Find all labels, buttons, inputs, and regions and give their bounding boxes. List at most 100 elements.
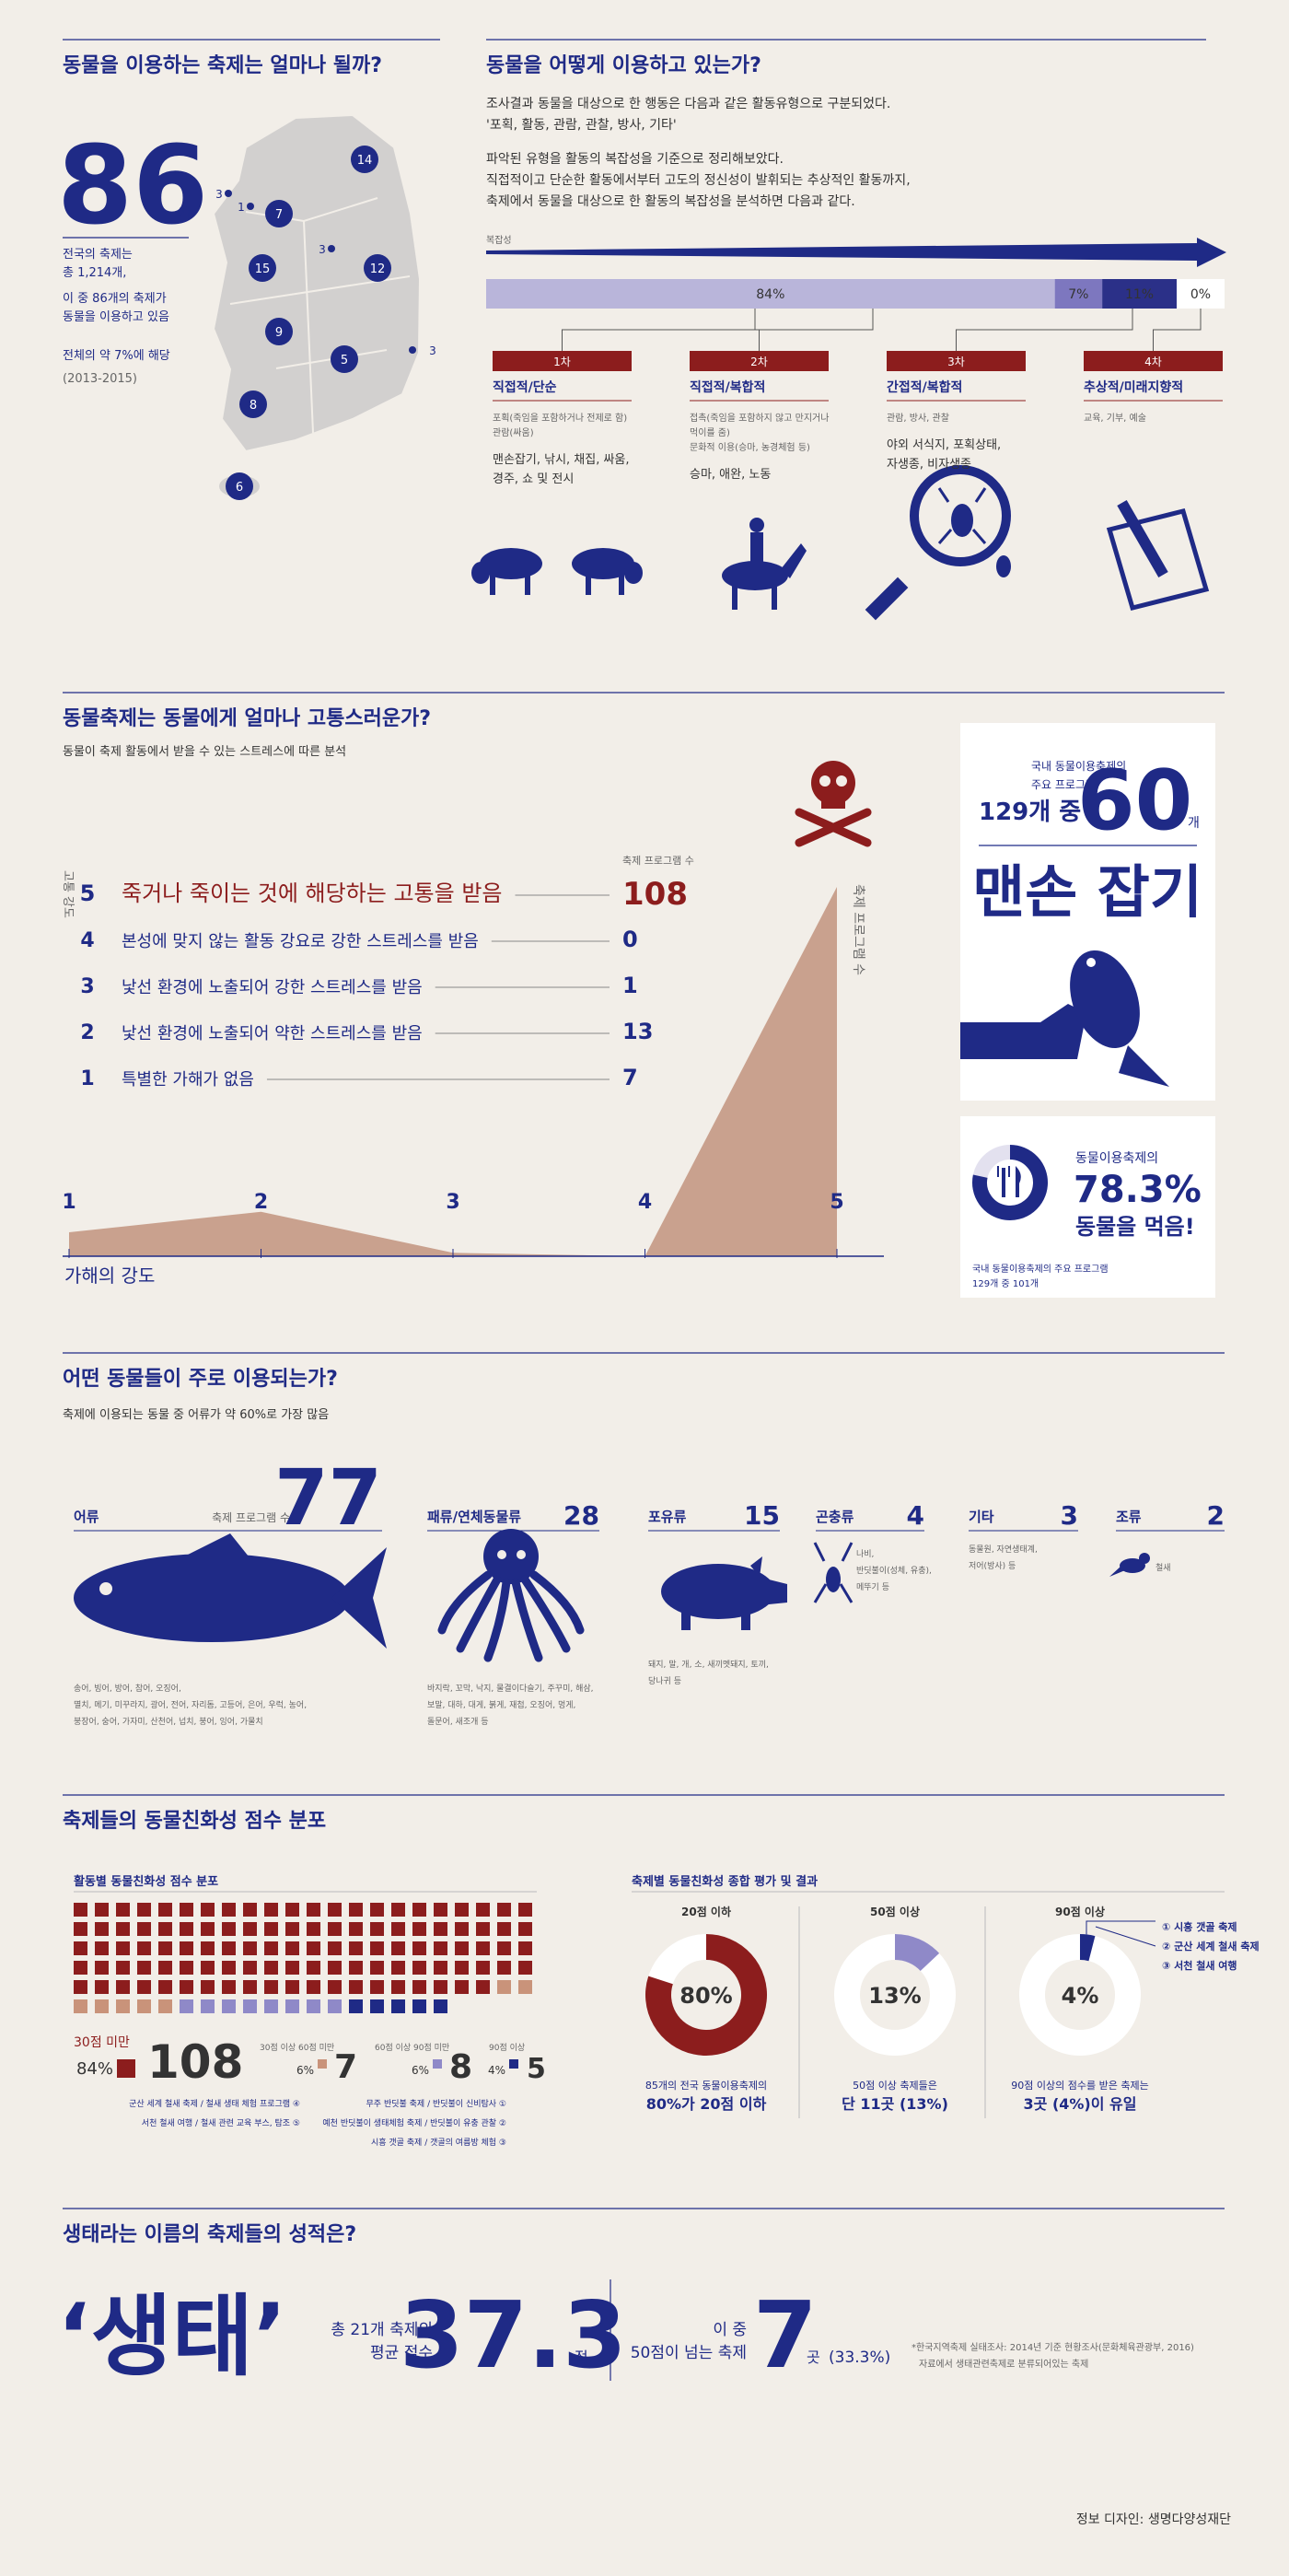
waffle-cell xyxy=(391,1941,405,1955)
waffle-cell xyxy=(497,1961,511,1975)
group-count: 108 xyxy=(147,2035,243,2089)
connector xyxy=(956,309,1133,351)
column-header: 축제 프로그램 수 xyxy=(622,855,694,867)
swatch xyxy=(509,2059,518,2069)
axis-label: 축제 프로그램 수 xyxy=(851,884,865,975)
waffle-cell xyxy=(158,1961,172,1975)
map-marker xyxy=(351,146,378,173)
map-count: 3 xyxy=(215,188,223,201)
leader xyxy=(1086,1920,1156,1947)
group-count: 5 xyxy=(527,2053,546,2085)
big-number: 78.3% xyxy=(1074,1169,1202,1211)
waffle-cell xyxy=(349,1999,363,2013)
donut-label: 90점 이상 xyxy=(1055,1905,1105,1918)
waffle-cell xyxy=(95,1999,109,2013)
map-marker xyxy=(265,200,293,227)
text: 동물을 먹음! xyxy=(1075,1214,1195,1240)
example: 무주 반딧불 축제 / 반딧불이 신비탐사 ① xyxy=(366,2098,506,2109)
text: 국내 동물이용축제의 xyxy=(1031,760,1126,773)
waffle-cell xyxy=(497,1941,511,1955)
level-number: 1 xyxy=(80,1067,94,1090)
subtitle: 축제에 이용되는 동물 중 어류가 약 60%로 가장 많음 xyxy=(63,1408,329,1422)
example: 예천 반딧불이 생태체험 축제 / 반딧불이 유충 관찰 ② xyxy=(322,2118,506,2128)
waffle-cell xyxy=(476,1922,490,1936)
detail: 철새 xyxy=(1155,1563,1171,1573)
waffle-cell xyxy=(116,1922,130,1936)
waffle-cell xyxy=(328,1999,342,2013)
waffle-cell xyxy=(74,1941,87,1955)
group-count: 28 xyxy=(563,1500,599,1531)
rank-box xyxy=(1084,351,1223,371)
text: 이 중 86개의 축제가 xyxy=(63,292,167,306)
waffle-cell xyxy=(243,1903,257,1917)
waffle-cell xyxy=(349,1941,363,1955)
donut-arc xyxy=(645,1934,767,2056)
swatch xyxy=(318,2059,327,2069)
group-count: 2 xyxy=(1207,1500,1225,1531)
text: 총 1,214개, xyxy=(63,266,126,280)
map-dot xyxy=(225,190,232,197)
swatch xyxy=(117,2059,135,2078)
waffle-cell xyxy=(180,1941,193,1955)
detail: 송어, 빙어, 방어, 참어, 오징어, xyxy=(74,1684,181,1694)
waffle-cell xyxy=(74,1903,87,1917)
caption: 50점 이상 축제들은 xyxy=(853,2080,937,2092)
x-tick-label: 5 xyxy=(830,1191,843,1214)
map-count: 3 xyxy=(429,344,436,357)
waffle-cell xyxy=(518,1961,532,1975)
waffle-cell xyxy=(137,1922,151,1936)
swatch xyxy=(433,2059,442,2069)
waffle-cell xyxy=(476,1941,490,1955)
waffle-cell xyxy=(222,1941,236,1955)
waffle-cell xyxy=(307,1941,320,1955)
section-title: 동물을 이용하는 축제는 얼마나 될까? xyxy=(63,54,382,77)
skull-icon xyxy=(795,761,872,847)
detail: 나비, xyxy=(856,1549,874,1559)
waffle-cell xyxy=(391,1922,405,1936)
map-count: 8 xyxy=(250,399,257,413)
waffle-cell xyxy=(264,1903,278,1917)
waffle-cell xyxy=(349,1980,363,1994)
detail: 돌문어, 새조개 등 xyxy=(427,1717,489,1727)
waffle-cell xyxy=(518,1941,532,1955)
section-title: 동물을 어떻게 이용하고 있는가? xyxy=(486,54,761,77)
note: 129개 중 101개 xyxy=(972,1278,1039,1289)
waffle-cell xyxy=(497,1922,511,1936)
waffle-cell xyxy=(434,1941,447,1955)
waffle-cell xyxy=(264,1961,278,1975)
waffle-cell xyxy=(201,1941,215,1955)
waffle-cell xyxy=(116,1999,130,2013)
section-title: 동물축제는 동물에게 얼마나 고통스러운가? xyxy=(63,707,431,730)
waffle-cell xyxy=(222,1922,236,1936)
paragraph: 축제에서 동물을 대상으로 한 활동의 복잡성을 분석하면 다음과 같다. xyxy=(486,194,855,209)
axis-label: 가해의 강도 xyxy=(64,1265,155,1287)
level-name: 직접적/단순 xyxy=(493,379,557,395)
waffle-cell xyxy=(137,1980,151,1994)
rank-box xyxy=(887,351,1026,371)
waffle-cell xyxy=(116,1903,130,1917)
waffle-cell xyxy=(391,1999,405,2013)
level-name: 직접적/복합적 xyxy=(690,379,765,395)
waffle-cell xyxy=(328,1922,342,1936)
waffle-cell xyxy=(264,1941,278,1955)
level-number: 4 xyxy=(80,929,94,952)
donut-arc xyxy=(972,1145,1048,1220)
waffle-cell xyxy=(476,1980,490,1994)
waffle-cell xyxy=(328,1980,342,1994)
waffle-cell xyxy=(412,1903,426,1917)
example: 서천 철새 여행 / 철새 관련 교육 부스, 탐조 ⑤ xyxy=(142,2117,300,2128)
map-count: 6 xyxy=(236,481,243,495)
share: 6% xyxy=(412,2064,429,2077)
donut-value: 80% xyxy=(679,1983,732,2009)
share: 84% xyxy=(76,2059,113,2079)
text: 전국의 축제는 xyxy=(63,248,133,262)
waffle-cell xyxy=(201,1903,215,1917)
map-marker xyxy=(364,254,391,282)
text: 50점이 넘는 축제 xyxy=(631,2344,747,2362)
waffle-cell xyxy=(412,1941,426,1955)
row-count: 108 xyxy=(622,876,688,913)
waffle-cell xyxy=(222,1980,236,1994)
level-number: 3 xyxy=(80,975,94,998)
donut-value: 4% xyxy=(1062,1983,1099,2009)
